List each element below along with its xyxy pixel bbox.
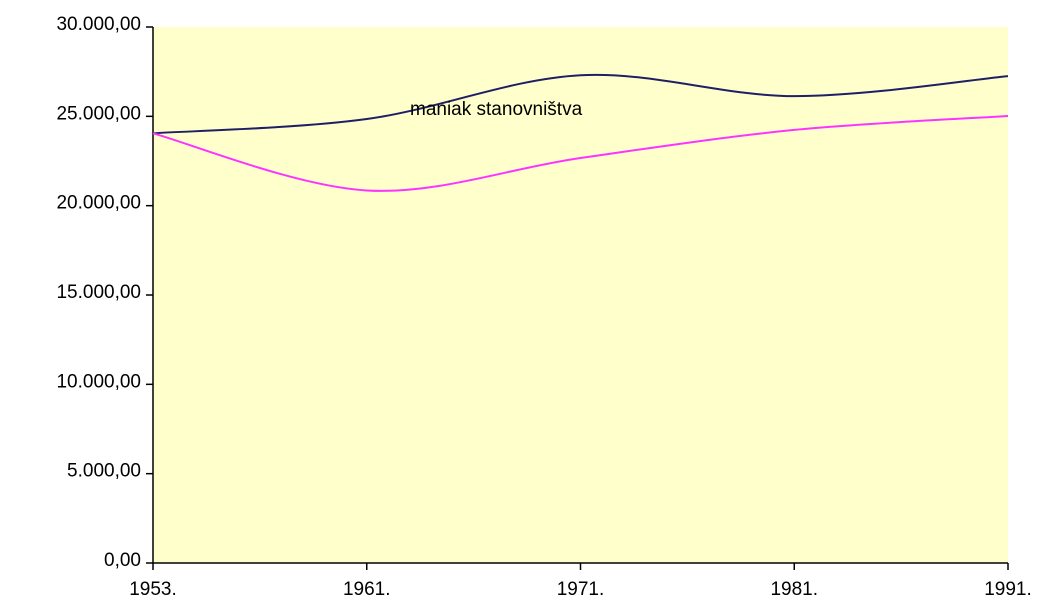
y-tick-label: 0,00 xyxy=(104,550,141,571)
series-line xyxy=(152,73,1009,135)
y-tick-label: 30.000,00 xyxy=(56,14,141,35)
plot-area xyxy=(153,27,1008,563)
y-tick-label: 15.000,00 xyxy=(56,282,141,303)
x-tick-label: 1961. xyxy=(343,579,391,600)
y-tick-label: 5.000,00 xyxy=(67,461,141,482)
x-tick-label: 1953. xyxy=(129,579,177,600)
x-tick-label: 1991. xyxy=(984,579,1032,600)
series-line xyxy=(152,114,1009,192)
y-tick-label: 25.000,00 xyxy=(56,103,141,124)
x-tick-label: 1981. xyxy=(770,579,818,600)
x-tick-label: 1971. xyxy=(557,579,605,600)
y-tick-label: 10.000,00 xyxy=(56,371,141,392)
annotation: maniak stanovništva xyxy=(410,99,583,120)
y-tick-label: 20.000,00 xyxy=(56,193,141,214)
